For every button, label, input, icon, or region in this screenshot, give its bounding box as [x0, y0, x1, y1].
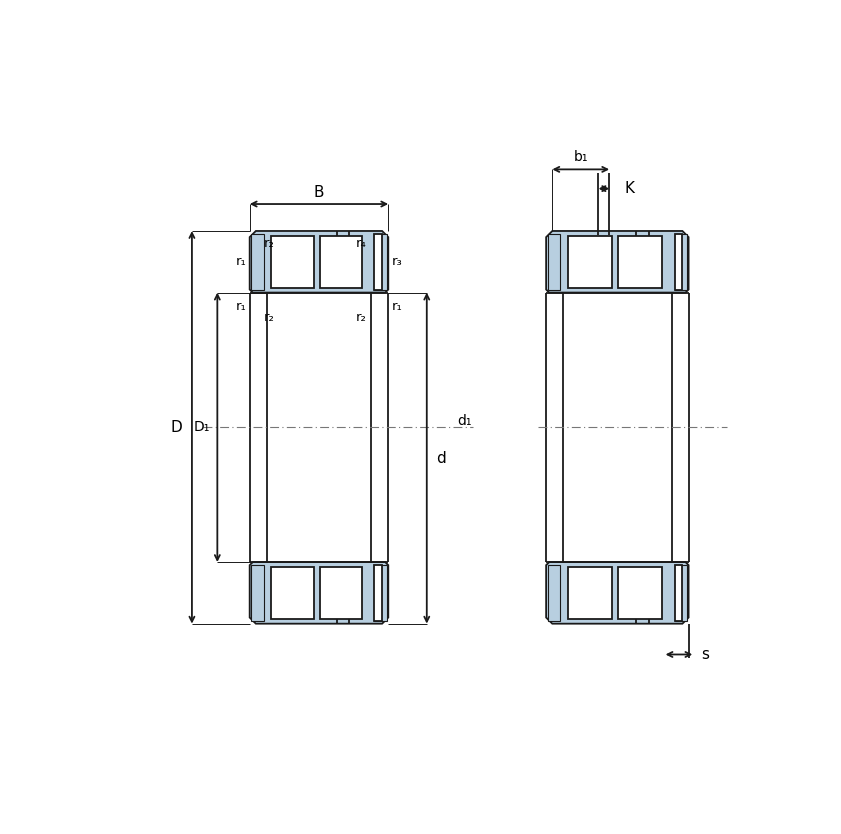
FancyBboxPatch shape [374, 565, 387, 620]
FancyBboxPatch shape [272, 566, 314, 619]
Text: d₁: d₁ [458, 414, 472, 428]
FancyBboxPatch shape [374, 565, 382, 620]
FancyBboxPatch shape [547, 234, 560, 289]
Text: r₄: r₄ [356, 237, 367, 250]
FancyBboxPatch shape [674, 234, 682, 289]
FancyBboxPatch shape [674, 565, 682, 620]
FancyBboxPatch shape [618, 235, 663, 288]
Text: K: K [625, 181, 635, 196]
FancyBboxPatch shape [674, 234, 687, 289]
Text: s: s [701, 647, 710, 662]
Polygon shape [250, 231, 389, 293]
Text: r₁: r₁ [391, 300, 402, 313]
FancyBboxPatch shape [374, 234, 387, 289]
FancyBboxPatch shape [320, 566, 362, 619]
FancyBboxPatch shape [374, 234, 382, 289]
Polygon shape [250, 562, 389, 624]
Polygon shape [546, 231, 689, 293]
Text: r₃: r₃ [391, 255, 402, 269]
Text: r₂: r₂ [263, 237, 274, 250]
Text: r₂: r₂ [356, 311, 367, 324]
FancyBboxPatch shape [568, 235, 612, 288]
Text: r₁: r₁ [235, 300, 246, 313]
FancyBboxPatch shape [568, 566, 612, 619]
Text: D: D [171, 420, 182, 435]
Text: r₁: r₁ [235, 255, 246, 269]
FancyBboxPatch shape [272, 235, 314, 288]
FancyBboxPatch shape [320, 235, 362, 288]
FancyBboxPatch shape [674, 565, 687, 620]
FancyBboxPatch shape [618, 566, 663, 619]
Polygon shape [546, 562, 689, 624]
Text: d: d [436, 450, 446, 465]
FancyBboxPatch shape [547, 565, 560, 620]
FancyBboxPatch shape [251, 234, 263, 289]
Text: r₂: r₂ [263, 311, 274, 324]
Text: b₁: b₁ [574, 150, 588, 164]
FancyBboxPatch shape [251, 565, 263, 620]
Text: D₁: D₁ [193, 420, 209, 435]
Text: B: B [314, 185, 325, 200]
